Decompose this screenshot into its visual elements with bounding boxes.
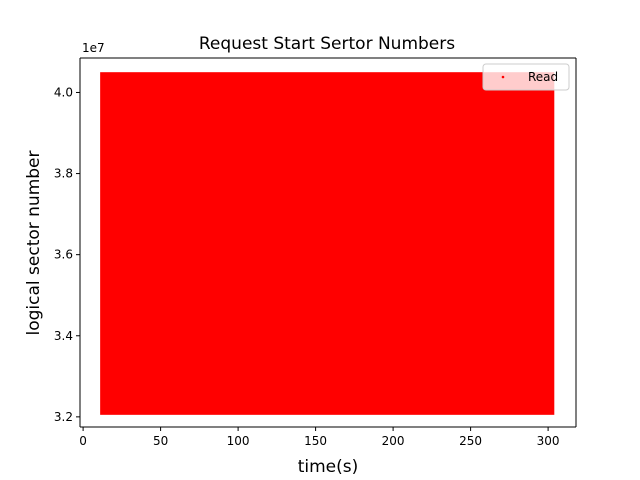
series-layer xyxy=(100,72,555,415)
x-tick-label: 150 xyxy=(304,434,327,448)
series-points-read xyxy=(100,72,555,415)
x-tick-label: 0 xyxy=(79,434,87,448)
x-axis-ticks: 0 50 100 150 200 250 300 xyxy=(79,427,560,448)
y-tick-label: 4.0 xyxy=(54,85,73,99)
y-axis-ticks: 3.2 3.4 3.6 3.8 4.0 xyxy=(54,85,80,424)
legend: Read xyxy=(482,63,570,91)
y-tick-label: 3.8 xyxy=(54,167,73,181)
x-tick-label: 50 xyxy=(153,434,168,448)
x-tick-label: 200 xyxy=(382,434,405,448)
x-axis-label: time(s) xyxy=(298,457,359,477)
legend-label-read: Read xyxy=(528,70,558,84)
y-tick-label: 3.6 xyxy=(54,248,73,262)
legend-box xyxy=(482,63,570,91)
legend-marker-read xyxy=(501,75,505,79)
x-tick-label: 250 xyxy=(459,434,482,448)
x-tick-label: 300 xyxy=(537,434,560,448)
y-tick-label: 3.4 xyxy=(54,329,73,343)
y-axis-label: logical sector number xyxy=(24,150,44,335)
chart-title: Request Start Sertor Numbers xyxy=(199,34,455,54)
y-tick-label: 3.2 xyxy=(54,410,73,424)
y-offset-label: 1e7 xyxy=(82,41,105,55)
x-tick-label: 100 xyxy=(227,434,250,448)
axes-frame xyxy=(79,57,577,428)
